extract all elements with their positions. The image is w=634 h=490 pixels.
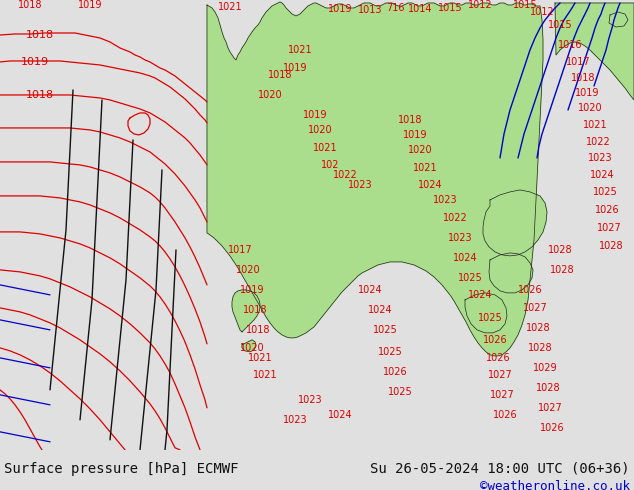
Text: 1022: 1022 [333,170,358,180]
Text: 1028: 1028 [598,241,623,251]
Text: 1024: 1024 [590,170,614,180]
Text: 1019: 1019 [78,0,102,10]
Text: 1029: 1029 [533,363,557,373]
Text: 1027: 1027 [489,390,514,400]
Text: 1027: 1027 [488,370,512,380]
Text: 1021: 1021 [313,143,337,153]
Text: 1026: 1026 [595,205,619,215]
Polygon shape [465,293,507,333]
Text: 1017: 1017 [566,57,590,67]
Text: 1026: 1026 [482,335,507,345]
Text: 1012: 1012 [468,0,493,10]
Text: 1024: 1024 [328,410,353,420]
Text: 1018: 1018 [243,305,268,315]
Text: 1020: 1020 [578,103,602,113]
Text: 1020: 1020 [408,145,432,155]
Text: 1024: 1024 [468,290,493,300]
Text: 1028: 1028 [526,323,550,333]
Text: 1021: 1021 [248,353,273,363]
Text: 1022: 1022 [586,137,611,147]
Text: 1028: 1028 [550,265,574,275]
Text: 1017: 1017 [228,245,252,255]
Text: 1025: 1025 [593,187,618,197]
Text: 1019: 1019 [303,110,327,120]
Text: 1026: 1026 [493,410,517,420]
Text: 1013: 1013 [358,5,382,15]
Text: 1023: 1023 [347,180,372,190]
Text: 1024: 1024 [368,305,392,315]
Text: 1018: 1018 [18,0,42,10]
Text: Su 26-05-2024 18:00 UTC (06+36): Su 26-05-2024 18:00 UTC (06+36) [370,462,630,476]
Text: Surface pressure [hPa] ECMWF: Surface pressure [hPa] ECMWF [4,462,238,476]
Text: 716: 716 [385,3,404,13]
Text: 1020: 1020 [257,90,282,100]
Text: 1021: 1021 [217,2,242,12]
Text: 1026: 1026 [540,423,564,433]
Text: 1021: 1021 [413,163,437,173]
Text: 1018: 1018 [26,30,54,40]
Text: 1019: 1019 [240,285,264,295]
Text: 1018: 1018 [571,73,595,83]
Text: 1018: 1018 [26,90,54,100]
Text: 1025: 1025 [387,387,412,397]
Text: 1019: 1019 [283,63,307,73]
Polygon shape [232,290,260,332]
Text: 1019: 1019 [328,4,353,14]
Text: 1018: 1018 [246,325,270,335]
Text: 1025: 1025 [373,325,398,335]
Text: ©weatheronline.co.uk: ©weatheronline.co.uk [480,480,630,490]
Text: 1024: 1024 [358,285,382,295]
Text: 1027: 1027 [597,223,621,233]
Text: 1018: 1018 [268,70,292,80]
Text: 1021: 1021 [288,45,313,55]
Text: 1026: 1026 [518,285,542,295]
Text: 1016: 1016 [558,40,582,50]
Text: 1026: 1026 [383,367,407,377]
Text: 1027: 1027 [522,303,547,313]
Text: 1023: 1023 [448,233,472,243]
Text: 1028: 1028 [527,343,552,353]
Text: 1015: 1015 [548,20,573,30]
Text: 1027: 1027 [538,403,562,413]
Text: 1019: 1019 [403,130,427,140]
Text: 1020: 1020 [236,265,261,275]
Text: 1019: 1019 [575,88,599,98]
Text: 1025: 1025 [458,273,482,283]
Polygon shape [555,3,634,100]
Text: 1021: 1021 [253,370,277,380]
Text: 1025: 1025 [378,347,403,357]
Text: 1020: 1020 [240,343,264,353]
Polygon shape [609,12,628,27]
Text: 1021: 1021 [583,120,607,130]
Polygon shape [489,253,533,293]
Text: 1014: 1014 [408,4,432,14]
Text: 1023: 1023 [298,395,322,405]
Text: 1018: 1018 [398,115,422,125]
Text: 1022: 1022 [443,213,467,223]
Polygon shape [483,190,547,256]
Text: 1028: 1028 [536,383,560,393]
Text: 1025: 1025 [477,313,502,323]
Polygon shape [242,340,256,352]
Polygon shape [207,2,543,356]
Text: 1019: 1019 [21,57,49,67]
Text: 1012: 1012 [529,7,554,17]
Text: 1026: 1026 [486,353,510,363]
Text: 1023: 1023 [432,195,457,205]
Text: 1024: 1024 [418,180,443,190]
Text: 1020: 1020 [307,125,332,135]
Text: 1023: 1023 [283,415,307,425]
Text: 1015: 1015 [437,3,462,13]
Text: 1015: 1015 [513,0,537,10]
Text: 1023: 1023 [588,153,612,163]
Text: 102: 102 [321,160,339,170]
Text: 1028: 1028 [548,245,573,255]
Text: 1024: 1024 [453,253,477,263]
